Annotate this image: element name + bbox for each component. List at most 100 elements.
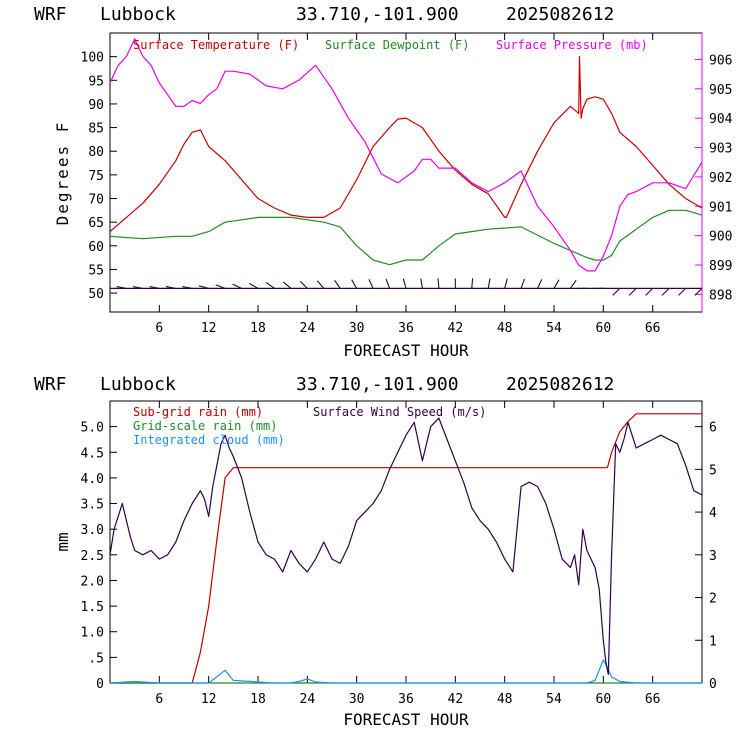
top-panel: WRF Lubbock 33.710,-101.900 2025082612 6… [34,4,733,360]
bot-x-tick-label: 30 [349,692,365,707]
wind-barb [265,282,275,289]
legend-pressure: Surface Pressure (mb) [496,38,648,52]
top-y2-tick-label: 901 [709,200,732,215]
top-x-tick-label: 66 [645,321,661,336]
wind-barb [149,286,160,289]
bottom-panel: WRF Lubbock 33.710,-101.900 2025082612 6… [34,374,717,729]
wind-barb [334,279,341,289]
bot-y-tick-label: 4.0 [81,472,104,487]
bot-y2-tick-label: 6 [709,421,717,436]
bot-y-tick-label: 2.0 [81,574,104,589]
bot-x-tick-label: 60 [596,692,612,707]
top-header-site: Lubbock [100,4,176,25]
bot-x-tick-label: 12 [201,692,217,707]
bottom-header-run: 2025082612 [506,374,614,395]
legend-subgrid-rain: Sub-grid rain (mm) [133,405,263,419]
subgrid-rain-line [110,413,702,684]
top-header: WRF Lubbock 33.710,-101.900 2025082612 [34,4,614,25]
wind-barb [282,281,292,289]
bot-y2-tick-label: 0 [709,677,717,692]
top-header-model: WRF [34,4,67,25]
temperature-line [109,55,703,233]
bot-x-tick-label: 6 [155,692,163,707]
bottom-header-model: WRF [34,374,67,395]
top-y-tick-label: 65 [88,216,104,231]
bottom-series-group [109,413,703,684]
top-y2-ticks: 898 899 900 901 902 903 904 905 906 [695,53,733,303]
top-x-tick-label: 12 [201,321,217,336]
bottom-y-axis-title: mm [53,532,72,551]
top-y-tick-label: 50 [88,287,104,302]
top-x-tick-label: 60 [596,321,612,336]
top-x-tick-label: 6 [155,321,163,336]
bottom-header-site: Lubbock [100,374,176,395]
wind-barb [316,280,325,289]
top-y-tick-label: 95 [88,74,104,89]
bottom-x-axis-title: FORECAST HOUR [343,710,469,729]
top-x-ticks: 6 12 18 24 30 36 42 48 54 60 66 [155,33,660,336]
wind-barb [249,282,259,289]
top-y-tick-label: 90 [88,98,104,113]
wind-barb [520,278,526,289]
bottom-y2-ticks: 0 1 2 3 4 5 6 [695,421,717,692]
top-y-tick-label: 100 [81,51,104,66]
bot-x-tick-label: 18 [250,692,266,707]
bot-x-tick-label: 24 [300,692,316,707]
wind-barb [182,286,193,289]
wind-barb [402,278,407,289]
wind-barb [537,279,543,289]
bottom-legend: Sub-grid rain (mm) Grid-scale rain (mm) … [133,405,486,447]
top-x-tick-label: 54 [546,321,562,336]
wind-speed-line [109,417,703,676]
legend-integrated-cloud: Integrated cloud (mm) [133,433,285,447]
top-y2-tick-label: 902 [709,171,732,186]
wind-barb [420,278,423,289]
wind-barb [385,278,391,289]
bottom-x-ticks: 6 12 18 24 30 36 42 48 54 60 66 [155,401,660,707]
top-y-tick-label: 85 [88,122,104,137]
wind-barb [351,279,358,289]
wind-barb [487,278,491,289]
top-y2-tick-label: 899 [709,259,732,274]
top-plot-area: 6 12 18 24 30 36 42 48 54 60 66 50 55 60 65 70 75 80 85 90… [81,32,733,336]
bottom-header-coords: 33.710,-101.900 [296,374,459,395]
wind-barb [116,286,127,289]
legend-dewpoint: Surface Dewpoint (F) [325,38,470,52]
wind-barb [694,287,703,296]
wind-barb [569,279,577,289]
wind-barb [645,287,654,296]
top-y2-tick-label: 904 [709,112,733,127]
bottom-header: WRF Lubbock 33.710,-101.900 2025082612 [34,374,614,395]
wind-barb [678,287,686,296]
bot-y-tick-label: 3.0 [81,523,104,538]
wind-barbs [110,278,703,296]
bot-y2-tick-label: 1 [709,634,717,649]
bot-y2-tick-label: 2 [709,592,717,607]
top-y2-tick-label: 900 [709,230,732,245]
bot-x-tick-label: 42 [448,692,464,707]
bot-x-tick-label: 54 [546,692,562,707]
wind-barb [198,285,209,289]
top-y-tick-label: 55 [88,263,104,278]
top-y-tick-label: 75 [88,169,104,184]
top-legend: Surface Temperature (F) Surface Dewpoint… [133,38,648,52]
wind-barb [232,283,242,289]
bot-y2-tick-label: 3 [709,549,717,564]
top-y2-tick-label: 903 [709,142,732,157]
wind-barb [504,278,508,289]
bot-y2-tick-label: 4 [709,506,717,521]
bot-y-tick-label: 0 [96,677,104,692]
bot-x-tick-label: 36 [398,692,414,707]
legend-temperature: Surface Temperature (F) [133,38,299,52]
top-x-tick-label: 42 [448,321,464,336]
bottom-y-ticks: 0 .5 1.0 1.5 2.0 2.5 3.0 3.5 4.0 4.5 5.0 [81,421,117,692]
bot-y-tick-label: 3.5 [81,498,104,513]
top-header-run: 2025082612 [506,4,614,25]
wind-barb [132,286,143,289]
top-x-tick-label: 30 [349,321,365,336]
top-x-tick-label: 48 [497,321,513,336]
top-y-tick-label: 70 [88,193,104,208]
wind-barb [299,280,308,289]
top-plot-frame [109,32,703,313]
